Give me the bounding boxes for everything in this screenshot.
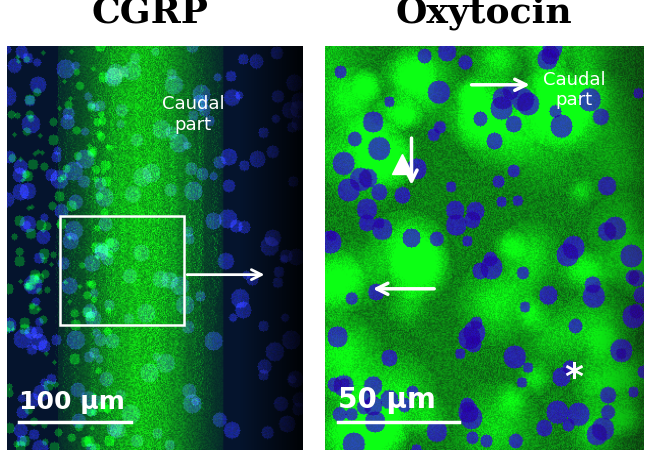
Text: Caudal
part: Caudal part	[543, 71, 605, 109]
Bar	[60, 216, 185, 325]
Text: 50 μm: 50 μm	[338, 386, 436, 414]
Text: CGRP: CGRP	[91, 0, 208, 30]
Text: Caudal
part: Caudal part	[162, 95, 225, 134]
Text: 100 μm: 100 μm	[19, 390, 125, 414]
Text: Oxytocin: Oxytocin	[396, 0, 573, 30]
Text: *: *	[564, 361, 584, 395]
